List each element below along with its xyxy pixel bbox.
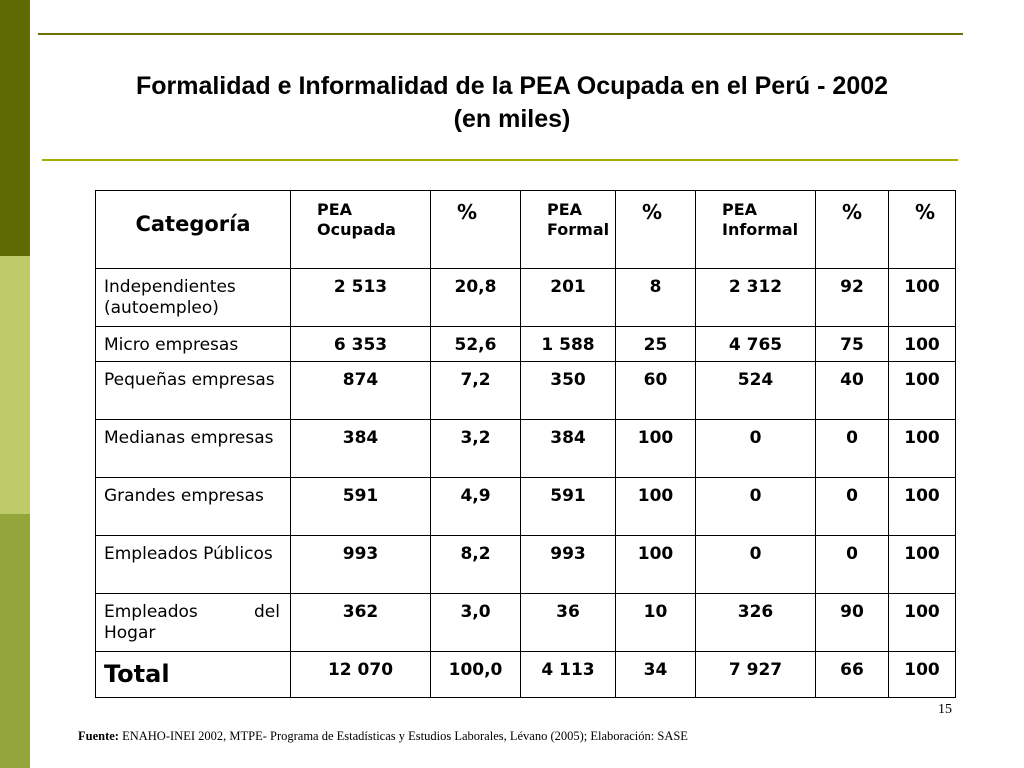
col-header-categoria: Categoría xyxy=(95,190,291,269)
value-cell: 0 xyxy=(695,477,816,536)
accent-bar-top-segment xyxy=(0,0,30,256)
value-cell: 993 xyxy=(290,535,431,594)
value-cell: 100 xyxy=(888,651,956,698)
value-cell: 100 xyxy=(888,326,956,362)
value-cell: 92 xyxy=(815,268,889,327)
value-cell: 2 513 xyxy=(290,268,431,327)
value-cell: 384 xyxy=(520,419,616,478)
value-cell: 52,6 xyxy=(430,326,521,362)
value-cell: 384 xyxy=(290,419,431,478)
value-cell: 591 xyxy=(520,477,616,536)
accent-bar-bottom-segment xyxy=(0,514,30,768)
value-cell: 66 xyxy=(815,651,889,698)
value-cell: 100 xyxy=(615,477,696,536)
title-line-2: (en miles) xyxy=(453,104,571,133)
col-header-pea-ocupada: PEA Ocupada xyxy=(290,190,431,269)
value-cell: 10 xyxy=(615,593,696,652)
value-cell: 4,9 xyxy=(430,477,521,536)
value-cell: 25 xyxy=(615,326,696,362)
source-label: Fuente: xyxy=(78,729,119,743)
value-cell: 7 927 xyxy=(695,651,816,698)
value-cell: 524 xyxy=(695,361,816,420)
col-header-pea-formal: PEA Formal xyxy=(520,190,616,269)
value-cell: 75 xyxy=(815,326,889,362)
category-cell: Empleados Públicos xyxy=(95,535,291,594)
category-cell: Micro empresas xyxy=(95,326,291,362)
value-cell: 7,2 xyxy=(430,361,521,420)
table-row: Pequeñas empresas 874 7,2 350 60 524 40 … xyxy=(95,361,956,420)
page-number: 15 xyxy=(938,702,952,717)
value-cell: 100 xyxy=(615,419,696,478)
value-cell: 36 xyxy=(520,593,616,652)
table-total-row: Total 12 070 100,0 4 113 34 7 927 66 100 xyxy=(95,651,956,698)
value-cell: 4 765 xyxy=(695,326,816,362)
value-cell: 100 xyxy=(888,361,956,420)
table-row: Micro empresas 6 353 52,6 1 588 25 4 765… xyxy=(95,326,956,362)
value-cell: 20,8 xyxy=(430,268,521,327)
value-cell: 993 xyxy=(520,535,616,594)
col-header-pea-informal: PEA Informal xyxy=(695,190,816,269)
value-cell: 0 xyxy=(815,477,889,536)
value-cell: 100 xyxy=(888,593,956,652)
value-cell: 34 xyxy=(615,651,696,698)
value-cell: 201 xyxy=(520,268,616,327)
title-line-1: Formalidad e Informalidad de la PEA Ocup… xyxy=(135,72,889,100)
value-cell: 874 xyxy=(290,361,431,420)
value-cell: 0 xyxy=(695,419,816,478)
value-cell: 0 xyxy=(815,419,889,478)
value-cell: 8,2 xyxy=(430,535,521,594)
value-cell: 6 353 xyxy=(290,326,431,362)
value-cell: 90 xyxy=(815,593,889,652)
category-cell: Medianas empresas xyxy=(95,419,291,478)
table-row: Empleados Públicos 993 8,2 993 100 0 0 1… xyxy=(95,535,956,594)
value-cell: 100,0 xyxy=(430,651,521,698)
category-cell: Independientes (autoempleo) xyxy=(95,268,291,327)
value-cell: 60 xyxy=(615,361,696,420)
col-header-pct-4: % xyxy=(888,190,956,269)
value-cell: 3,0 xyxy=(430,593,521,652)
source-text: ENAHO-INEI 2002, MTPE- Programa de Estad… xyxy=(118,729,688,743)
value-cell: 0 xyxy=(815,535,889,594)
category-cell: Grandes empresas xyxy=(95,477,291,536)
value-cell: 2 312 xyxy=(695,268,816,327)
value-cell: 350 xyxy=(520,361,616,420)
value-cell: 362 xyxy=(290,593,431,652)
value-cell: 100 xyxy=(888,268,956,327)
value-cell: 40 xyxy=(815,361,889,420)
slide-accent-bar xyxy=(0,0,30,768)
value-cell: 100 xyxy=(888,477,956,536)
col-header-pct-1: % xyxy=(430,190,521,269)
table-row: Grandes empresas 591 4,9 591 100 0 0 100 xyxy=(95,477,956,536)
value-cell: 4 113 xyxy=(520,651,616,698)
col-header-pct-3: % xyxy=(815,190,889,269)
source-note: Fuente: ENAHO-INEI 2002, MTPE- Programa … xyxy=(78,729,938,744)
value-cell: 3,2 xyxy=(430,419,521,478)
col-header-pct-2: % xyxy=(615,190,696,269)
value-cell: 100 xyxy=(615,535,696,594)
accent-bar-middle-segment xyxy=(0,256,30,514)
title-underline-rule xyxy=(42,159,958,161)
value-cell: 12 070 xyxy=(290,651,431,698)
category-cell-total: Total xyxy=(95,651,291,698)
table-row: Medianas empresas 384 3,2 384 100 0 0 10… xyxy=(95,419,956,478)
slide-title: Formalidad e Informalidad de la PEA Ocup… xyxy=(60,70,964,135)
value-cell: 326 xyxy=(695,593,816,652)
top-rule xyxy=(38,33,963,35)
value-cell: 8 xyxy=(615,268,696,327)
table-header-row: Categoría PEA Ocupada % PEA Formal % PEA… xyxy=(95,190,956,269)
value-cell: 591 xyxy=(290,477,431,536)
value-cell: 100 xyxy=(888,535,956,594)
value-cell: 0 xyxy=(695,535,816,594)
category-cell: Pequeñas empresas xyxy=(95,361,291,420)
category-cell: Empleados del Hogar xyxy=(95,593,291,652)
table-row: Independientes (autoempleo) 2 513 20,8 2… xyxy=(95,268,956,327)
table-row: Empleados del Hogar 362 3,0 36 10 326 90… xyxy=(95,593,956,652)
data-table: Categoría PEA Ocupada % PEA Formal % PEA… xyxy=(95,190,956,698)
value-cell: 1 588 xyxy=(520,326,616,362)
value-cell: 100 xyxy=(888,419,956,478)
